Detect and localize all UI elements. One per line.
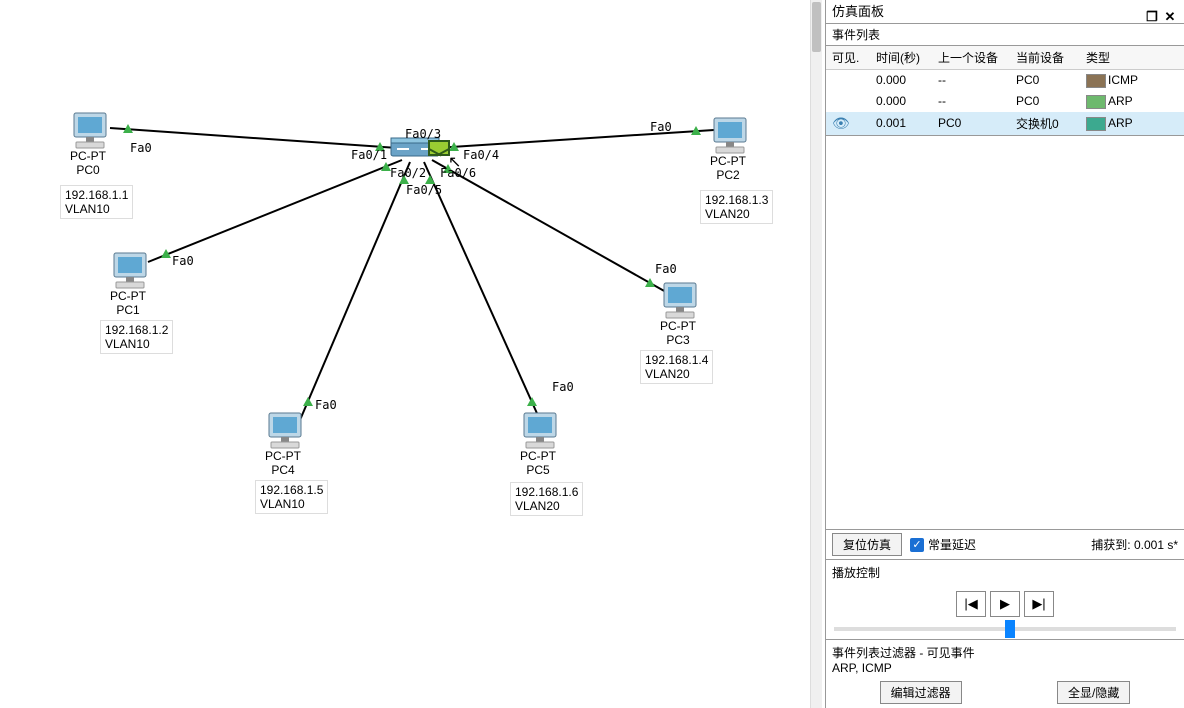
panel-titlebar: 仿真面板 ❐ ✕ (826, 0, 1184, 24)
port-label: Fa0/2 (390, 166, 426, 180)
sim-controls-row: 复位仿真 ✓ 常量延迟 捕获到: 0.001 s* (826, 530, 1184, 560)
pc-info-box[interactable]: 192.168.1.2VLAN10 (100, 320, 173, 354)
event-time: 0.001 (870, 112, 932, 135)
event-list-body[interactable] (826, 135, 1184, 530)
event-vis (826, 91, 870, 112)
col-time[interactable]: 时间(秒) (870, 46, 932, 70)
port-label: Fa0/5 (406, 183, 442, 197)
pc-label[interactable]: PC-PTPC5 (520, 449, 556, 477)
col-current[interactable]: 当前设备 (1010, 46, 1080, 70)
play-label: 播放控制 (826, 560, 1184, 585)
network-canvas[interactable]: Fa0/1Fa0/2Fa0/3Fa0/4Fa0/5Fa0/6PC-PTPC0Fa… (0, 0, 810, 708)
port-label: Fa0/4 (463, 148, 499, 162)
port-label: Fa0 (315, 398, 337, 412)
filter-protocols: ARP, ICMP (832, 661, 1178, 675)
eye-icon: 👁 (832, 115, 850, 131)
simulation-panel: 仿真面板 ❐ ✕ 事件列表 可见. 时间(秒) 上一个设备 当前设备 类型 0.… (825, 0, 1184, 708)
pc-info-box[interactable]: 192.168.1.4VLAN20 (640, 350, 713, 384)
event-vis: 👁 (826, 112, 870, 135)
play-button[interactable]: ▶ (990, 591, 1020, 617)
maximize-icon[interactable]: ❐ (1144, 5, 1160, 19)
event-prev: PC0 (932, 112, 1010, 135)
event-prev: -- (932, 70, 1010, 91)
event-type: ICMP (1102, 70, 1184, 91)
canvas-scrollbar[interactable] (810, 0, 822, 708)
pc-info-box[interactable]: 192.168.1.3VLAN20 (700, 190, 773, 224)
slider-handle[interactable] (1005, 620, 1015, 638)
event-row[interactable]: 0.000 -- PC0 ARP (826, 91, 1184, 112)
reset-sim-button[interactable]: 复位仿真 (832, 533, 902, 556)
event-color (1080, 112, 1102, 135)
event-time: 0.000 (870, 70, 932, 91)
captured-text: 捕获到: 0.001 s* (1091, 536, 1178, 553)
const-delay-checkbox[interactable]: ✓ 常量延迟 (910, 536, 976, 553)
pc-label[interactable]: PC-PTPC4 (265, 449, 301, 477)
event-color (1080, 70, 1102, 91)
panel-title-text: 仿真面板 (832, 0, 884, 24)
pc-info-box[interactable]: 192.168.1.1VLAN10 (60, 185, 133, 219)
pc-label[interactable]: PC-PTPC2 (710, 154, 746, 182)
port-label: Fa0 (552, 380, 574, 394)
event-time: 0.000 (870, 91, 932, 112)
checkbox-checked-icon: ✓ (910, 538, 924, 552)
event-list-label: 事件列表 (826, 24, 1184, 46)
play-controls: 播放控制 |◀ ▶ ▶| (826, 560, 1184, 640)
col-visible[interactable]: 可见. (826, 46, 870, 70)
col-type[interactable]: 类型 (1080, 46, 1184, 70)
port-label: Fa0/1 (351, 148, 387, 162)
event-type: ARP (1102, 91, 1184, 112)
port-label: Fa0 (130, 141, 152, 155)
event-color (1080, 91, 1102, 112)
port-label: Fa0 (650, 120, 672, 134)
event-cur: 交换机0 (1010, 112, 1080, 135)
port-label: Fa0 (655, 262, 677, 276)
pc-info-box[interactable]: 192.168.1.6VLAN20 (510, 482, 583, 516)
event-row[interactable]: 0.000 -- PC0 ICMP (826, 70, 1184, 91)
event-vis (826, 70, 870, 91)
event-cur: PC0 (1010, 91, 1080, 112)
col-prev[interactable]: 上一个设备 (932, 46, 1010, 70)
step-back-button[interactable]: |◀ (956, 591, 986, 617)
speed-slider[interactable] (834, 627, 1176, 631)
filter-section: 事件列表过滤器 - 可见事件 ARP, ICMP 编辑过滤器 全显/隐藏 (826, 640, 1184, 708)
port-label: Fa0 (172, 254, 194, 268)
pc-info-box[interactable]: 192.168.1.5VLAN10 (255, 480, 328, 514)
event-type: ARP (1102, 112, 1184, 135)
filter-label: 事件列表过滤器 - 可见事件 (832, 644, 1178, 661)
pc-label[interactable]: PC-PTPC1 (110, 289, 146, 317)
event-row[interactable]: 👁 0.001 PC0 交换机0 ARP (826, 112, 1184, 135)
close-icon[interactable]: ✕ (1162, 5, 1178, 19)
const-delay-label: 常量延迟 (928, 536, 976, 553)
packet-envelope-icon[interactable] (428, 140, 450, 156)
event-prev: -- (932, 91, 1010, 112)
event-cur: PC0 (1010, 70, 1080, 91)
step-forward-button[interactable]: ▶| (1024, 591, 1054, 617)
edit-filter-button[interactable]: 编辑过滤器 (880, 681, 962, 704)
pc-label[interactable]: PC-PTPC0 (70, 149, 106, 177)
table-header-row: 可见. 时间(秒) 上一个设备 当前设备 类型 (826, 46, 1184, 70)
event-table: 可见. 时间(秒) 上一个设备 当前设备 类型 0.000 -- PC0 ICM… (826, 46, 1184, 135)
pc-label[interactable]: PC-PTPC3 (660, 319, 696, 347)
port-label: Fa0/3 (405, 127, 441, 141)
cursor-icon: ↖ (448, 152, 461, 172)
show-hide-button[interactable]: 全显/隐藏 (1057, 681, 1130, 704)
